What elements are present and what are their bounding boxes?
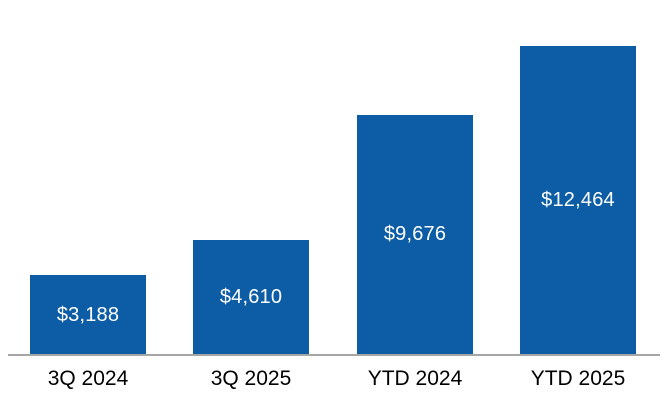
- bar-3q-2024: $3,188: [30, 275, 146, 354]
- x-axis-tick-label: 3Q 2025: [210, 367, 292, 390]
- bar-value-label: $12,464: [541, 189, 615, 211]
- x-axis-tick-label: YTD 2024: [367, 367, 463, 390]
- plot-area: $3,188 $4,610 $9,676 $12,464: [0, 46, 666, 354]
- bar-group-ytd-2024: $9,676: [357, 46, 473, 354]
- x-axis-tick-label: 3Q 2024: [47, 367, 129, 390]
- bar-value-label: $9,676: [383, 223, 447, 246]
- bar-value-label: $4,610: [219, 286, 283, 309]
- bar-value-label: $3,188: [56, 303, 120, 326]
- x-axis-tick-labels: 3Q 2024 3Q 2025 YTD 2024 YTD 2025: [0, 364, 666, 396]
- x-axis-tick-label: YTD 2025: [530, 367, 626, 390]
- bar-3q-2025: $4,610: [193, 240, 309, 354]
- x-axis-line: [8, 354, 660, 356]
- bar-group-ytd-2025: $12,464: [520, 46, 636, 354]
- bar-ytd-2025: $12,464: [520, 46, 636, 354]
- bar-ytd-2024: $9,676: [357, 114, 473, 354]
- bar-group-3q-2025: $4,610: [193, 46, 309, 354]
- bar-group-3q-2024: $3,188: [30, 46, 146, 354]
